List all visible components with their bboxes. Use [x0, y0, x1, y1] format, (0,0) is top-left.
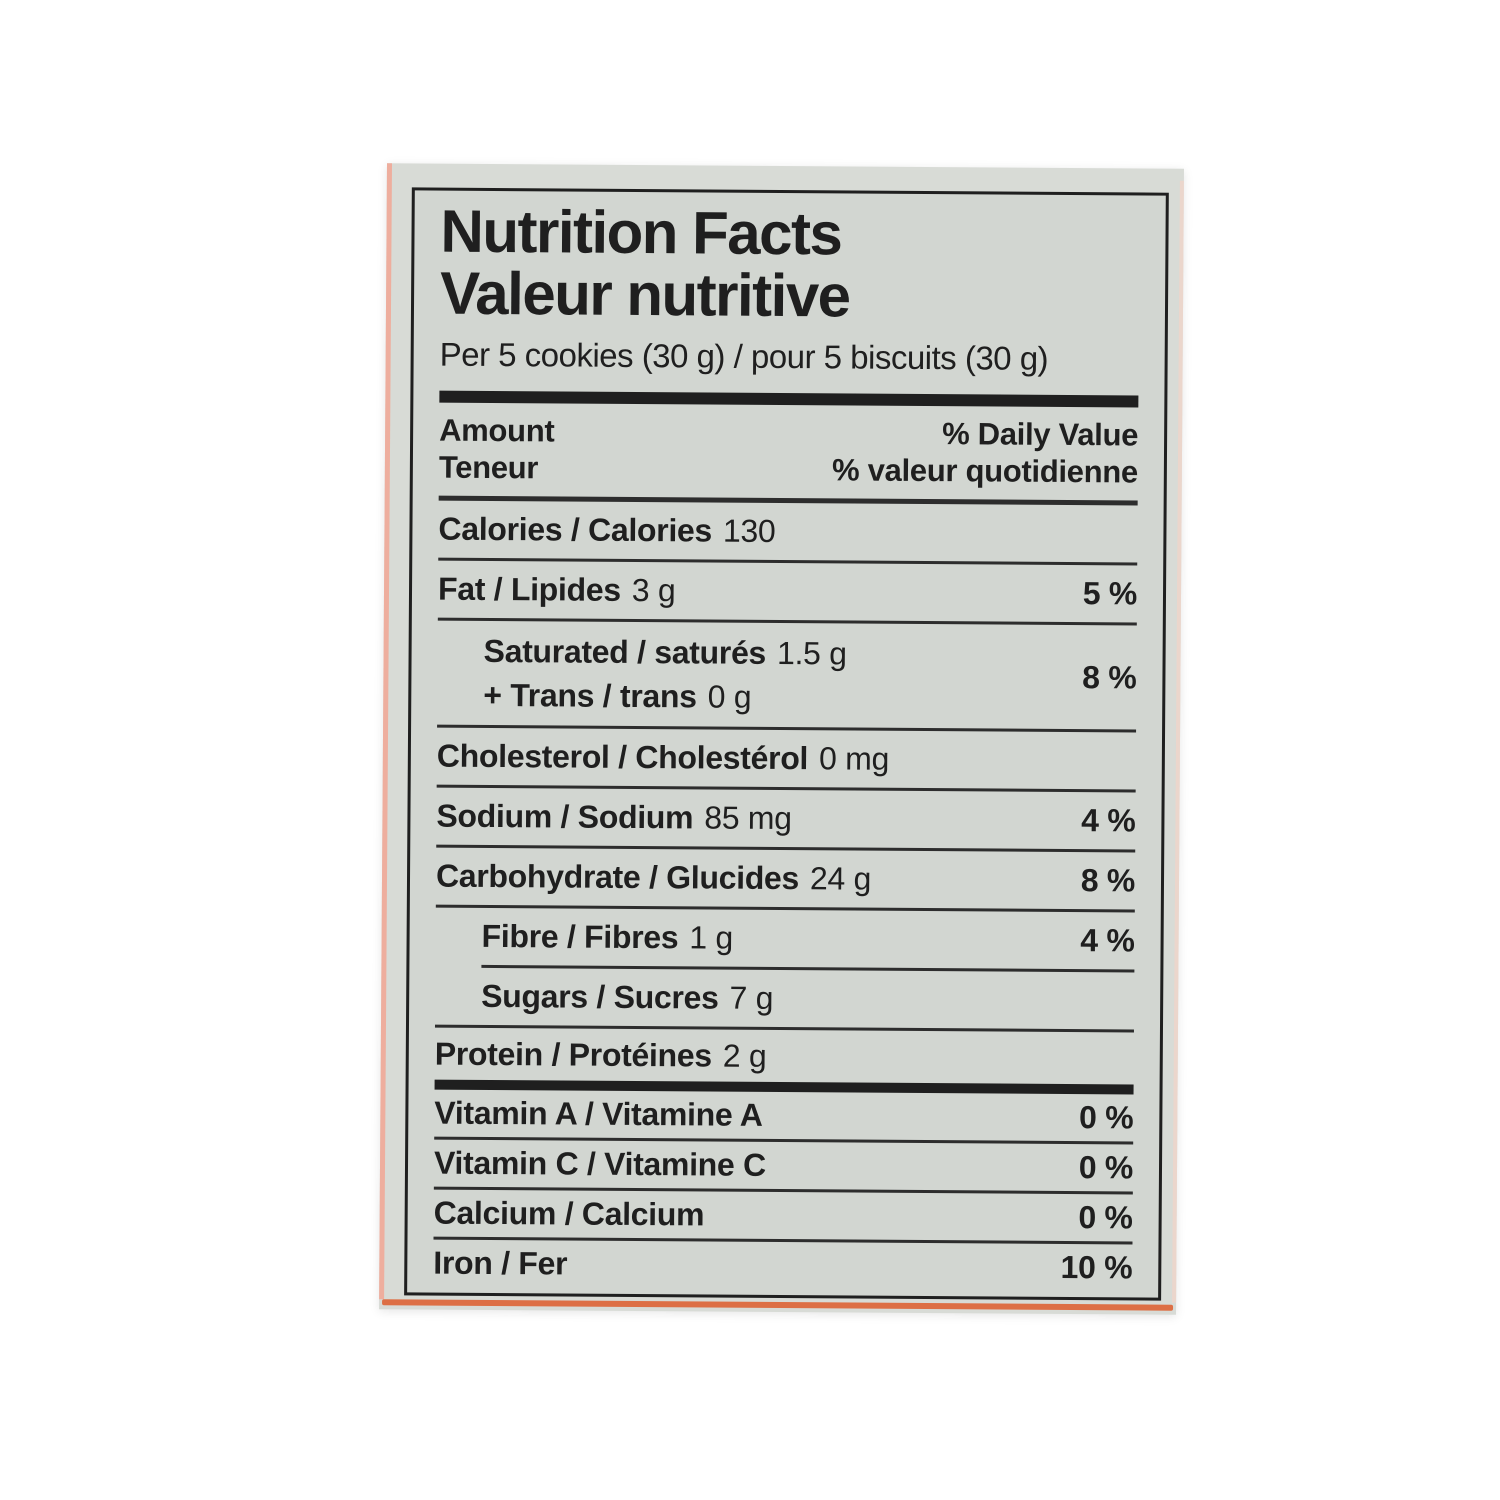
daily-value: 0 % — [1078, 1099, 1134, 1136]
nutrient-amount: 7 g — [729, 979, 774, 1016]
row-fat: Fat / Lipides 3 g 5 % — [438, 561, 1137, 623]
row-saturated-trans: Saturated / saturés 1.5 g + Trans / trans… — [437, 621, 1137, 730]
saturated-line: Saturated / saturés 1.5 g — [483, 629, 846, 676]
nutrient-name: Fat / Lipides — [437, 570, 621, 608]
nutrient-name: Calories / Calories — [438, 510, 713, 549]
box-bottom-edge — [382, 1299, 1174, 1311]
row-carbohydrate: Carbohydrate / Glucides 24 g 8 % — [436, 848, 1135, 910]
daily-value: 0 % — [1078, 1149, 1134, 1186]
nutrient-name: Iron / Fer — [433, 1244, 568, 1282]
nutrient-name: Carbohydrate / Glucides — [435, 857, 800, 897]
row-calories: Calories / Calories 130 — [438, 501, 1137, 563]
nutrient-name: Sodium / Sodium — [436, 797, 694, 836]
row-vitamin-c: Vitamin C / Vitamine C 0 % — [434, 1140, 1133, 1192]
amount-header-fr: Teneur — [438, 449, 539, 486]
column-header-row-en: Amount % Daily Value — [439, 412, 1138, 454]
nutrient-amount: 0 g — [707, 678, 752, 715]
box-right-edge — [1172, 180, 1184, 1303]
trans-line: + Trans / trans 0 g — [483, 673, 846, 720]
row-fibre: Fibre / Fibres 1 g 4 % — [435, 908, 1134, 970]
daily-value: 0 % — [1078, 1199, 1133, 1236]
nutrient-name: Sugars / Sucres — [481, 977, 719, 1016]
amount-header-en: Amount — [439, 412, 555, 449]
daily-value-header-fr: % valeur quotidienne — [831, 452, 1138, 490]
row-iron: Iron / Fer 10 % — [433, 1240, 1132, 1292]
nutrient-name: Fibre / Fibres — [481, 917, 679, 956]
row-protein: Protein / Protéines 2 g — [435, 1028, 1134, 1085]
nutrient-amount: 130 — [722, 512, 776, 549]
panel-title-fr: Valeur nutritive — [439, 259, 850, 330]
nutrient-name: Cholesterol / Cholestérol — [436, 737, 809, 777]
nutrient-name: Vitamin A / Vitamine A — [434, 1094, 763, 1133]
daily-value: 8 % — [1082, 658, 1137, 695]
nutrient-name: Calcium / Calcium — [433, 1194, 705, 1233]
daily-value: 5 % — [1082, 575, 1138, 612]
nutrient-amount: 1 g — [689, 919, 734, 956]
nutrient-name: Protein / Protéines — [434, 1035, 712, 1074]
row-calcium: Calcium / Calcium 0 % — [434, 1190, 1133, 1242]
daily-value: 4 % — [1080, 922, 1135, 959]
nutrient-name: Vitamin C / Vitamine C — [433, 1144, 767, 1183]
serving-size: Per 5 cookies (30 g) / pour 5 biscuits (… — [439, 335, 1049, 377]
column-header-row-fr: Teneur % valeur quotidienne — [439, 449, 1138, 491]
nutrient-amount: 0 mg — [818, 740, 890, 777]
box-left-edge — [379, 163, 393, 1300]
daily-value: 8 % — [1080, 862, 1136, 899]
nutrition-facts-panel: Nutrition Facts Valeur nutritive Per 5 c… — [404, 187, 1169, 1301]
nutrient-amount: 3 g — [631, 571, 676, 609]
separator-thick-top — [439, 390, 1139, 408]
row-sugars: Sugars / Sucres 7 g — [435, 968, 1134, 1030]
nutrient-name: + Trans / trans — [483, 676, 697, 715]
daily-value: 10 % — [1060, 1248, 1133, 1286]
nutrient-name: Saturated / saturés — [483, 632, 767, 671]
nutrient-amount: 24 g — [809, 860, 872, 897]
row-vitamin-a: Vitamin A / Vitamine A 0 % — [434, 1090, 1133, 1142]
daily-value-header-en: % Daily Value — [942, 416, 1139, 453]
row-cholesterol: Cholesterol / Cholestérol 0 mg — [437, 728, 1136, 790]
nutrient-amount: 85 mg — [704, 799, 792, 837]
panel-title-en: Nutrition Facts — [440, 197, 842, 268]
nutrient-amount: 1.5 g — [776, 634, 847, 672]
product-box: Nutrition Facts Valeur nutritive Per 5 c… — [379, 163, 1184, 1315]
nutrient-amount: 2 g — [722, 1037, 767, 1074]
row-sodium: Sodium / Sodium 85 mg 4 % — [436, 788, 1135, 850]
daily-value: 4 % — [1081, 802, 1136, 839]
